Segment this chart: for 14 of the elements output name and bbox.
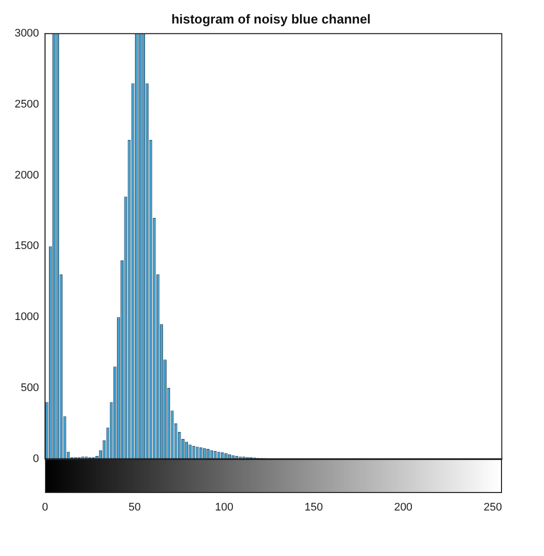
y-tick-label: 1000: [14, 311, 40, 324]
x-tick-label: 100: [214, 501, 234, 514]
y-tick-label: 500: [20, 382, 40, 394]
y-tick-label: 1500: [14, 240, 40, 252]
x-tick-label: 200: [394, 501, 412, 514]
y-tick-label: 3000: [14, 28, 40, 40]
x-tick-label: 250: [484, 501, 502, 514]
y-tick-label: 2500: [14, 98, 40, 110]
y-tick-label: 2000: [14, 169, 40, 182]
x-tick-label: 0: [42, 501, 48, 514]
y-tick-label: 0: [32, 452, 40, 465]
chart-title: histogram of noisy blue channel: [171, 11, 371, 26]
x-tick-label: 150: [304, 501, 323, 514]
x-tick-label: 50: [128, 501, 141, 514]
